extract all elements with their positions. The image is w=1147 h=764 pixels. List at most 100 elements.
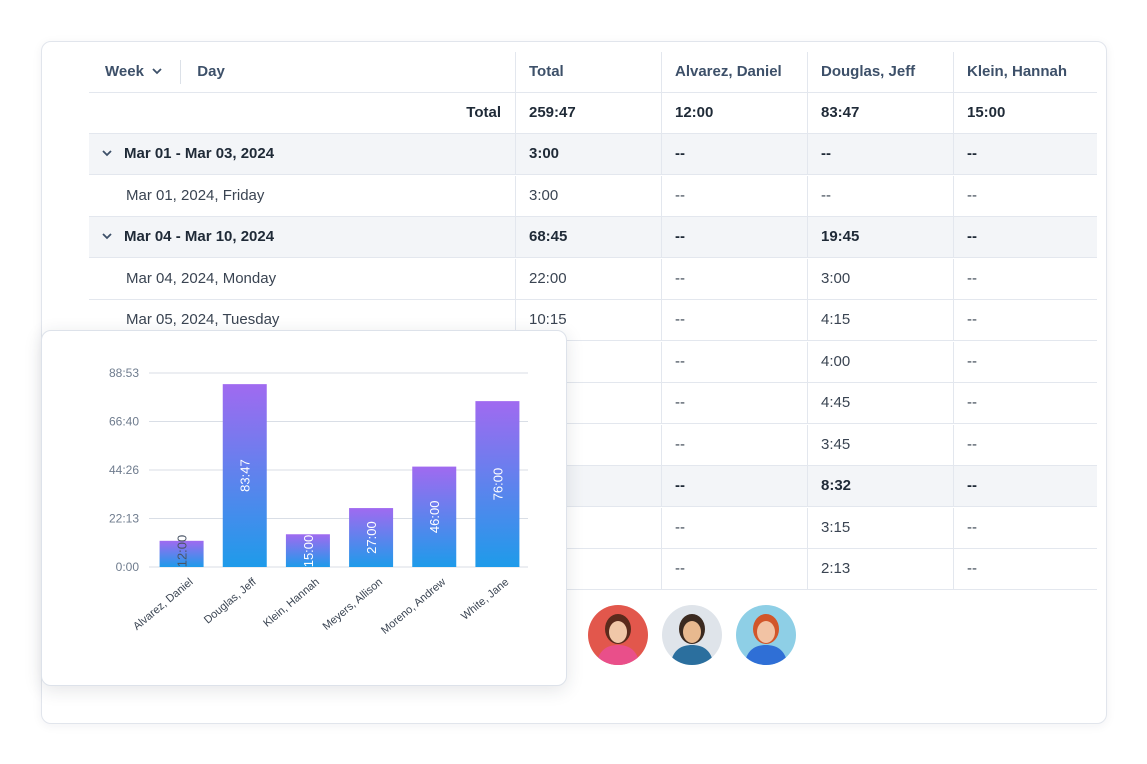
hours-cell: 4:45 xyxy=(807,383,953,423)
week-group-toggle[interactable]: Week xyxy=(102,52,176,92)
hours-cell: -- xyxy=(807,176,953,216)
avatar-woman-glasses[interactable] xyxy=(736,605,796,665)
hours-cell: -- xyxy=(661,217,807,257)
hours-cell: -- xyxy=(953,549,1097,589)
hours-cell: 4:00 xyxy=(807,342,953,382)
week-range-label: Mar 04 - Mar 10, 2024 xyxy=(89,217,515,257)
row-label-text: Mar 04, 2024, Monday xyxy=(126,270,277,287)
bar[interactable] xyxy=(412,466,457,567)
hours-cell: -- xyxy=(953,134,1097,174)
column-header-alvarez[interactable]: Alvarez, Daniel xyxy=(661,52,807,92)
row-label-text: Mar 01 - Mar 03, 2024 xyxy=(124,145,275,162)
hours-cell: -- xyxy=(661,300,807,340)
day-label: Mar 04, 2024, Monday xyxy=(89,259,515,299)
total-cell: 12:00 xyxy=(661,93,807,133)
header-divider xyxy=(180,60,182,85)
day-row: Mar 01, 2024, Friday 3:00 -- -- -- xyxy=(89,176,1097,217)
day-header[interactable]: Day xyxy=(197,63,225,80)
hours-cell: -- xyxy=(953,383,1097,423)
hours-cell: -- xyxy=(953,342,1097,382)
x-tick-label: Douglas, Jeff xyxy=(202,576,259,627)
hours-cell: 3:00 xyxy=(807,259,953,299)
row-label-text: Mar 01, 2024, Friday xyxy=(126,187,265,204)
hours-cell: -- xyxy=(953,466,1097,506)
total-cell: 259:47 xyxy=(515,93,661,133)
group-by-header: Week Day xyxy=(89,52,515,92)
bar-data-label: 27:00 xyxy=(364,521,379,554)
x-tick-label: Moreno, Andrew xyxy=(379,576,448,637)
bar-data-label: 76:00 xyxy=(490,468,505,501)
week-group-row[interactable]: Mar 01 - Mar 03, 2024 3:00 -- -- -- xyxy=(89,134,1097,175)
total-row-label: Total xyxy=(466,104,501,121)
chevron-down-icon xyxy=(152,52,166,92)
hours-cell: 8:32 xyxy=(807,466,953,506)
hours-cell: -- xyxy=(953,217,1097,257)
bar[interactable] xyxy=(475,401,520,567)
column-header-douglas[interactable]: Douglas, Jeff xyxy=(807,52,953,92)
x-tick-label: Alvarez, Daniel xyxy=(131,576,195,633)
week-range-label: Mar 01 - Mar 03, 2024 xyxy=(89,134,515,174)
column-header-total[interactable]: Total xyxy=(515,52,661,92)
hours-cell: -- xyxy=(661,259,807,299)
hours-cell: -- xyxy=(661,176,807,216)
hours-cell: -- xyxy=(807,134,953,174)
hours-cell: -- xyxy=(661,425,807,465)
hours-cell: -- xyxy=(953,259,1097,299)
week-group-row[interactable]: Mar 04 - Mar 10, 2024 68:45 -- 19:45 -- xyxy=(89,217,1097,258)
day-row: Mar 05, 2024, Tuesday 10:15 -- 4:15 -- xyxy=(89,300,1097,341)
bar-data-label: 15:00 xyxy=(301,535,316,568)
week-label: Week xyxy=(105,63,144,80)
x-tick-label: White, Jane xyxy=(459,576,511,623)
hours-cell: 3:00 xyxy=(515,134,661,174)
hours-cell: -- xyxy=(953,176,1097,216)
row-label-text: Mar 05, 2024, Tuesday xyxy=(126,311,280,328)
table-header-row: Week Day Total Alvarez, Daniel Douglas, … xyxy=(89,52,1097,93)
column-header-klein[interactable]: Klein, Hannah xyxy=(953,52,1097,92)
y-tick-label: 88:53 xyxy=(109,366,139,380)
hours-cell: -- xyxy=(661,383,807,423)
hours-cell: 3:45 xyxy=(807,425,953,465)
bar[interactable] xyxy=(285,534,330,567)
y-tick-label: 22:13 xyxy=(109,512,139,526)
bar[interactable] xyxy=(349,508,394,567)
hours-cell: 68:45 xyxy=(515,217,661,257)
hours-cell: 19:45 xyxy=(807,217,953,257)
hours-cell: -- xyxy=(661,466,807,506)
hours-cell: 10:15 xyxy=(515,300,661,340)
hours-bar-chart: 0:00 22:13 44:26 66:40 88:53 12:00 Alvarez, D… xyxy=(109,366,528,637)
bar[interactable] xyxy=(159,540,204,567)
day-row: -- 2:13 -- xyxy=(89,549,1097,590)
bar-data-label: 12:00 xyxy=(175,535,190,568)
day-label: Mar 01, 2024, Friday xyxy=(89,176,515,216)
x-tick-label: Klein, Hannah xyxy=(261,576,322,630)
total-cell: 15:00 xyxy=(953,93,1097,133)
total-cell: 83:47 xyxy=(807,93,953,133)
y-tick-label: 44:26 xyxy=(109,463,139,477)
hours-cell: 4:15 xyxy=(807,300,953,340)
hours-cell: -- xyxy=(661,549,807,589)
hours-cell: -- xyxy=(953,300,1097,340)
y-tick-label: 0:00 xyxy=(116,560,140,574)
hours-cell: 2:13 xyxy=(807,549,953,589)
chevron-down-icon[interactable] xyxy=(102,134,116,174)
hours-cell: -- xyxy=(953,425,1097,465)
day-label: Mar 05, 2024, Tuesday xyxy=(89,300,515,340)
hours-cell: -- xyxy=(953,508,1097,548)
hours-cell: 22:00 xyxy=(515,259,661,299)
y-tick-label: 66:40 xyxy=(109,414,139,428)
bar-data-label: 83:47 xyxy=(238,459,253,492)
x-tick-label: Meyers, Allison xyxy=(321,576,385,633)
total-row: Total 259:47 12:00 83:47 15:00 xyxy=(89,93,1097,134)
bar[interactable] xyxy=(222,384,267,567)
hours-cell: 3:15 xyxy=(807,508,953,548)
avatar-woman-pink[interactable] xyxy=(588,605,648,665)
day-row: -- 4:00 -- xyxy=(89,342,1097,383)
bar-data-label: 46:00 xyxy=(427,501,442,534)
row-label-text: Mar 04 - Mar 10, 2024 xyxy=(124,228,275,245)
hours-cell: -- xyxy=(661,342,807,382)
chevron-down-icon[interactable] xyxy=(102,217,116,257)
hours-cell: 3:00 xyxy=(515,176,661,216)
day-row: Mar 04, 2024, Monday 22:00 -- 3:00 -- xyxy=(89,259,1097,300)
avatar-man-beard[interactable] xyxy=(662,605,722,665)
hours-cell: -- xyxy=(661,508,807,548)
